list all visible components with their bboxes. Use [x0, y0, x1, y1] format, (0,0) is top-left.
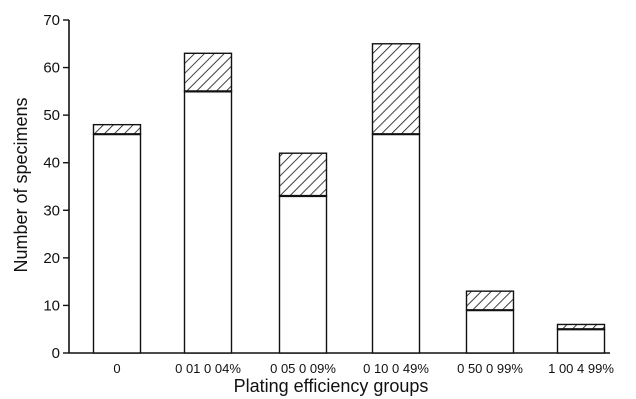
bar-hatched-segment: [278, 152, 328, 197]
y-tick-label: 0: [52, 345, 60, 362]
y-tick-label: 40: [43, 155, 60, 172]
bar-open-segment: [465, 309, 515, 354]
x-tick-label: 1 00 4 99%: [548, 361, 614, 376]
bar-open-segment: [556, 328, 606, 354]
bar-open-segment: [183, 90, 233, 354]
x-tick-label: 0: [113, 361, 120, 376]
x-tick-label: 0 10 0 49%: [363, 361, 429, 376]
y-tick-label: 50: [43, 107, 60, 124]
tick-labels: 0 10 20 30 40 50 60 70 0 0 01 0 04% 0 05 0 09% 0 10…: [43, 12, 614, 376]
bar-open-segment: [371, 133, 421, 354]
bar-hatched-segment: [465, 290, 515, 311]
bar-hatched-segment: [371, 43, 421, 135]
bars: [92, 43, 606, 354]
bar-open-segment: [278, 195, 328, 354]
bar-hatched-segment: [92, 123, 142, 135]
y-tick-label: 20: [43, 250, 60, 267]
y-tick-label: 60: [43, 60, 60, 77]
x-axis-title: Plating efficiency groups: [234, 376, 429, 396]
y-tick-label: 70: [43, 12, 60, 29]
bar-hatched-segment: [183, 52, 233, 93]
x-tick-label: 0 05 0 09%: [270, 361, 336, 376]
y-tick-label: 10: [43, 297, 60, 314]
x-tick-label: 0 50 0 99%: [457, 361, 523, 376]
bar-open-segment: [92, 133, 142, 354]
axes: [63, 19, 610, 354]
x-tick-label: 0 01 0 04%: [175, 361, 241, 376]
y-tick-label: 30: [43, 202, 60, 219]
y-axis-title: Number of specimens: [11, 97, 31, 272]
